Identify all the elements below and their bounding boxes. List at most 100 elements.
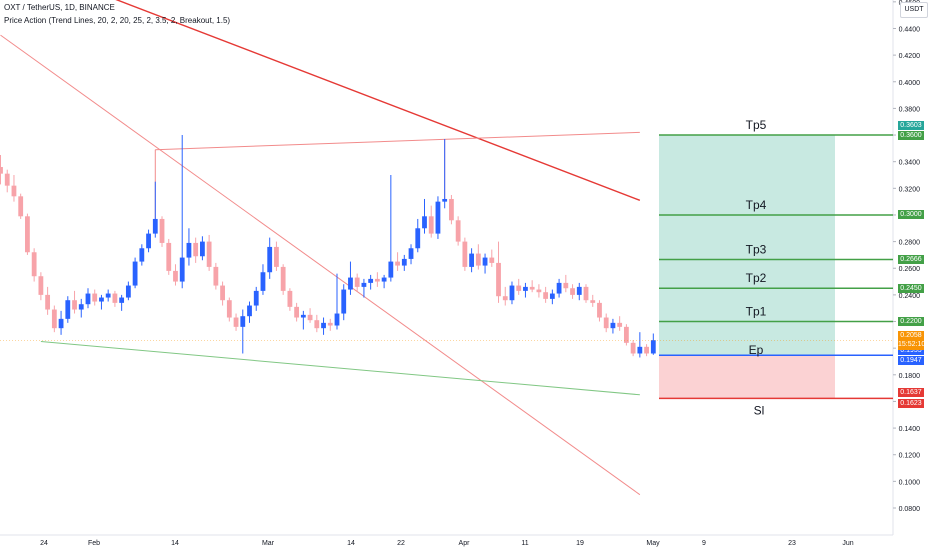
candle-body [570, 288, 575, 295]
x-tick-label: 19 [576, 540, 584, 547]
candle-body [200, 241, 205, 257]
x-tick-label: 14 [171, 540, 179, 547]
candle-body [72, 300, 77, 310]
candle-body [38, 276, 44, 295]
candle-body [99, 297, 104, 302]
trend-line[interactable] [1, 0, 641, 201]
candle-body [449, 198, 454, 221]
candle-body [233, 317, 239, 327]
candle-body [25, 216, 30, 253]
price-axis-tag: 0.3000 [898, 210, 924, 220]
y-tick-label: 0.4000 [899, 80, 921, 87]
candle-body [159, 218, 165, 243]
target-zone [659, 135, 835, 356]
candle-body [119, 297, 125, 303]
candle-body [395, 261, 400, 266]
last-price-tag: 0.2058 15:52:10 [898, 331, 925, 351]
candle-body [78, 304, 84, 310]
candle-body [644, 346, 649, 354]
candle-body [617, 322, 623, 327]
y-tick-label: 0.3400 [899, 160, 921, 167]
candle-body [543, 292, 549, 299]
target-label: Tp5 [746, 118, 767, 132]
candle-body [388, 261, 394, 278]
x-tick-label: 24 [40, 540, 48, 547]
stop-label: Sl [754, 403, 765, 417]
price-axis-tag: 0.2200 [898, 317, 924, 327]
y-tick-label: 0.2600 [899, 266, 921, 273]
candle-body [428, 216, 434, 234]
candle-body [300, 314, 306, 318]
candle-body [31, 252, 37, 277]
indicator-legend[interactable]: Price Action (Trend Lines, 20, 2, 20, 25… [4, 16, 231, 25]
candle-body [576, 286, 582, 295]
candle-body [408, 248, 414, 259]
candle-body [469, 253, 474, 267]
candle-body [166, 242, 172, 271]
candle-body [637, 346, 643, 354]
candle-body [610, 322, 616, 329]
candle-body [348, 277, 353, 290]
candle-body [240, 316, 246, 327]
candle-body [85, 293, 91, 305]
x-tick-label: Apr [459, 540, 471, 547]
candle-body [11, 185, 17, 197]
candle-body [509, 285, 515, 301]
x-tick-label: 9 [702, 540, 706, 547]
candle-body [334, 313, 340, 326]
candle-body [51, 309, 57, 329]
candle-body [226, 300, 232, 318]
entry-label: Ep [749, 343, 764, 357]
candle-body [260, 272, 266, 291]
candle-body [455, 220, 461, 242]
candle-body [267, 246, 273, 273]
candle-body [247, 305, 252, 317]
candle-body [341, 289, 347, 314]
candle-body [92, 293, 98, 302]
candle-body [321, 322, 326, 329]
candle-body [529, 286, 535, 290]
x-tick-label: 23 [788, 540, 796, 547]
candle-body [132, 261, 138, 286]
candle-body [374, 278, 380, 282]
candle-body [623, 326, 629, 343]
candle-body [253, 290, 259, 306]
candle-body [274, 246, 279, 267]
y-tick-label: 0.1400 [899, 426, 921, 433]
stop-zone [659, 355, 835, 399]
candle-body [287, 290, 293, 307]
trend-line[interactable] [0, 34, 641, 496]
candle-body [354, 277, 360, 287]
candle-body [294, 306, 300, 318]
y-tick-label: 0.2400 [899, 293, 921, 300]
candle-body [516, 285, 522, 291]
trend-line[interactable] [40, 341, 640, 396]
candle-body [462, 241, 468, 267]
candle-body [381, 277, 387, 282]
candle-body [152, 218, 158, 234]
y-tick-label: 0.3800 [899, 106, 921, 113]
candle-body [489, 257, 495, 263]
y-tick-label: 0.0800 [899, 506, 921, 513]
candle-body [105, 293, 111, 298]
x-tick-label: 14 [347, 540, 355, 547]
candle-body [193, 242, 199, 257]
candle-body [496, 262, 501, 297]
y-tick-label: 0.1800 [899, 373, 921, 380]
candle-body [442, 198, 448, 202]
candle-body [280, 266, 286, 291]
price-axis-tag: 0.1947 [898, 355, 924, 365]
target-label: Tp1 [746, 305, 767, 319]
price-axis-tag: 0.3603 [898, 121, 924, 131]
trend-line[interactable] [155, 131, 640, 151]
price-axis-tag: 0.3600 [898, 130, 924, 140]
candle-body [45, 294, 51, 310]
candle-body [58, 318, 64, 329]
y-tick-label: 0.4400 [899, 26, 921, 33]
x-tick-label: Mar [262, 540, 275, 547]
currency-selector[interactable]: USDT [900, 2, 928, 18]
symbol-title[interactable]: OXT / TetherUS, 1D, BINANCE [4, 3, 115, 12]
price-axis-tag: 0.1623 [898, 398, 924, 408]
